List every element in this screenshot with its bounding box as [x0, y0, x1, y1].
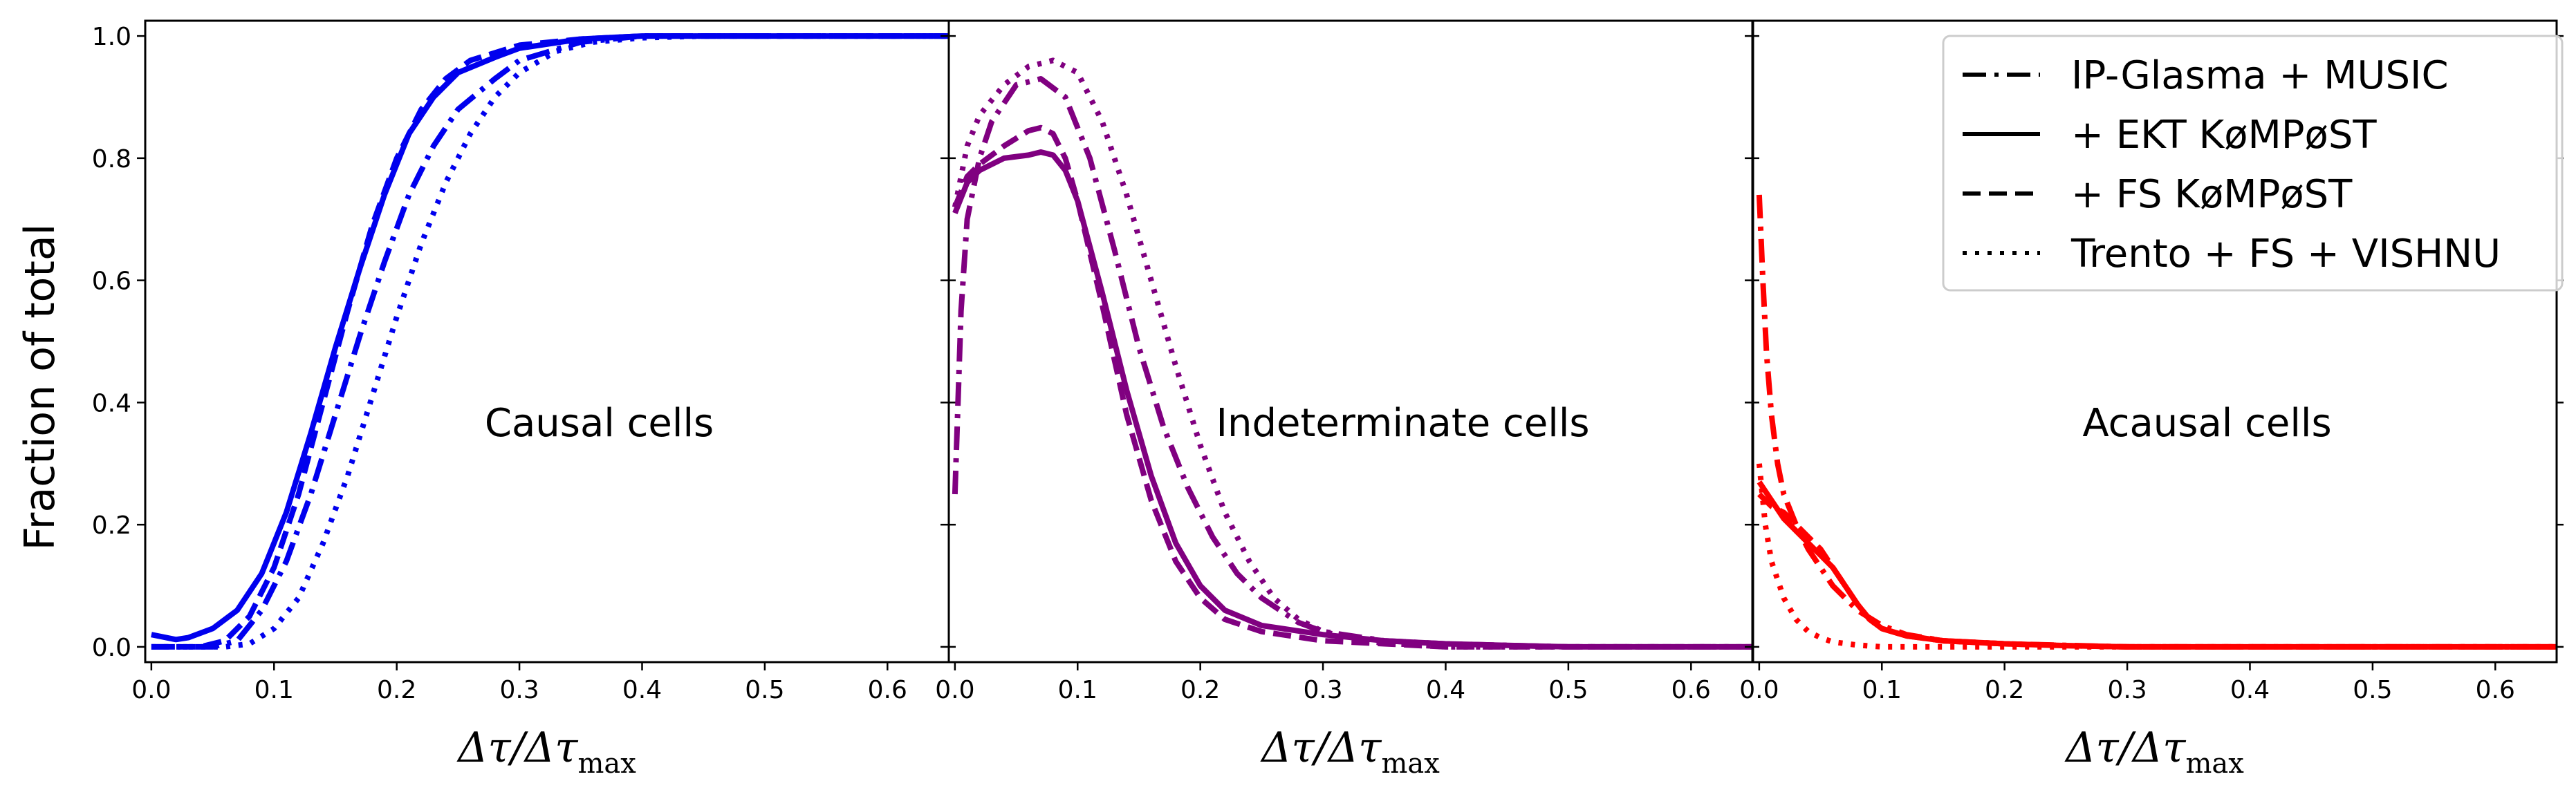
x-tick-label: 0.0	[131, 676, 171, 704]
x-axis-label-subscript: max	[577, 748, 636, 780]
panels: 0.0 0.1 0.2 0.3 0.4 0.5 0.6 0.0 0.2 0.4 0.6 0.8 1.0 C…	[92, 19, 2564, 780]
panel-annotation: Acausal cells	[2082, 401, 2331, 446]
x-tick-label: 0.0	[935, 676, 974, 704]
x-tick-label: 0.5	[2353, 676, 2392, 704]
series-line-solid	[952, 149, 1752, 650]
panel-3: 0.0 0.1 0.2 0.3 0.4 0.5 0.6 Acausal cells Δτ/Δτm…	[1739, 19, 2564, 780]
plot-frame	[1752, 19, 2558, 664]
x-tick-label: 0.4	[622, 676, 662, 704]
panel-2: 0.0 0.1 0.2 0.3 0.4 0.5 0.6 Indeterminate cells…	[935, 19, 1759, 780]
x-tick-label: 0.6	[2476, 676, 2515, 704]
x-tick-label: 0.5	[745, 676, 784, 704]
x-tick-label: 0.3	[1303, 676, 1342, 704]
x-axis-label: Δτ/Δτmax	[1260, 724, 1440, 780]
x-tick-label: 0.6	[868, 676, 907, 704]
panel-annotation: Causal cells	[485, 401, 714, 446]
x-tick-label: 0.3	[2107, 676, 2147, 704]
x-tick-label: 0.2	[377, 676, 416, 704]
y-tick-label: 0.4	[92, 389, 131, 417]
x-tick-label: 0.5	[1548, 676, 1588, 704]
y-tick-label: 0.2	[92, 511, 131, 540]
series-line-solid	[151, 33, 949, 643]
x-tick-label: 0.3	[499, 676, 539, 704]
panel-annotation: Indeterminate cells	[1216, 401, 1589, 446]
x-axis-label-subscript: max	[1381, 748, 1440, 780]
legend-box	[1942, 35, 2564, 292]
y-axis-label: Fraction of total	[16, 224, 64, 551]
x-tick-label: 0.2	[1985, 676, 2024, 704]
legend-label: + FS KøMPøST	[2071, 172, 2353, 217]
plot-frame	[947, 19, 1754, 664]
x-axis-label: Δτ/Δτmax	[456, 724, 636, 780]
x-axis-label: Δτ/Δτmax	[2064, 724, 2244, 780]
x-axis-label-subscript: max	[2185, 748, 2244, 780]
x-tick-label: 0.1	[1862, 676, 1902, 704]
x-tick-label: 0.4	[2230, 676, 2270, 704]
x-tick-label: 0.4	[1426, 676, 1465, 704]
y-tick-label: 0.8	[92, 145, 131, 173]
x-tick-label: 0.2	[1180, 676, 1220, 704]
x-tick-label: 0.1	[254, 676, 294, 704]
x-tick-label: 0.0	[1739, 676, 1779, 704]
y-tick-label: 0.0	[92, 634, 131, 662]
legend-label: Trento + FS + VISHNU	[2070, 232, 2501, 276]
legend-label: IP-Glasma + MUSIC	[2071, 53, 2449, 98]
x-tick-label: 0.1	[1058, 676, 1097, 704]
legend-label: + EKT KøMPøST	[2071, 113, 2377, 158]
y-tick-label: 1.0	[92, 23, 131, 51]
series-line-dotted	[952, 57, 1752, 650]
panel-1: 0.0 0.1 0.2 0.3 0.4 0.5 0.6 0.0 0.2 0.4 0.6 0.8 1.0 C…	[92, 19, 956, 780]
y-tick-label: 0.6	[92, 267, 131, 296]
series-line-dashdot	[952, 76, 1752, 650]
series-line-dotted	[1756, 463, 2557, 650]
series-line-dashed	[952, 124, 1752, 650]
series-line-dotted	[151, 33, 949, 650]
legend: IP-Glasma + MUSIC + EKT KøMPøST + FS KøMPø…	[1942, 35, 2564, 292]
x-tick-label: 0.6	[1671, 676, 1711, 704]
